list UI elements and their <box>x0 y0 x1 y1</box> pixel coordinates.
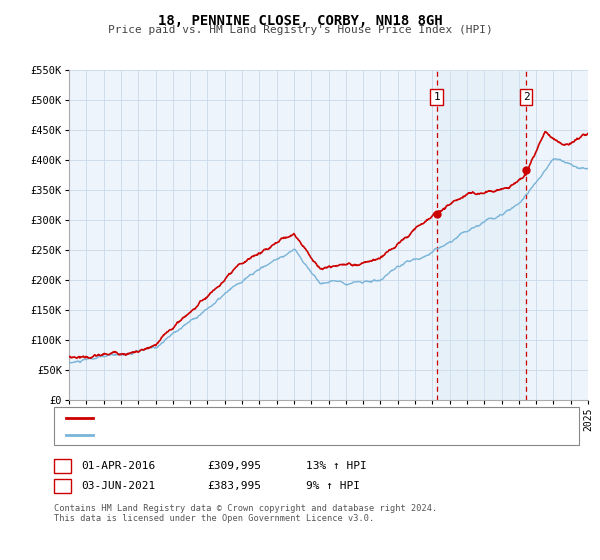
Text: 01-APR-2016: 01-APR-2016 <box>81 461 155 471</box>
Text: £383,995: £383,995 <box>207 480 261 491</box>
Text: 18, PENNINE CLOSE, CORBY, NN18 8GH (detached house): 18, PENNINE CLOSE, CORBY, NN18 8GH (deta… <box>99 413 418 423</box>
Text: 9% ↑ HPI: 9% ↑ HPI <box>306 480 360 491</box>
Text: 1: 1 <box>433 92 440 102</box>
Text: Price paid vs. HM Land Registry's House Price Index (HPI): Price paid vs. HM Land Registry's House … <box>107 25 493 35</box>
Text: 2: 2 <box>523 92 529 102</box>
Text: Contains HM Land Registry data © Crown copyright and database right 2024.
This d: Contains HM Land Registry data © Crown c… <box>54 504 437 524</box>
Text: 2: 2 <box>59 480 66 491</box>
Bar <box>437 70 526 400</box>
Text: 13% ↑ HPI: 13% ↑ HPI <box>306 461 367 471</box>
Text: 1: 1 <box>59 461 66 471</box>
Text: 03-JUN-2021: 03-JUN-2021 <box>81 480 155 491</box>
Text: 18, PENNINE CLOSE, CORBY, NN18 8GH: 18, PENNINE CLOSE, CORBY, NN18 8GH <box>158 14 442 28</box>
Text: £309,995: £309,995 <box>207 461 261 471</box>
Text: HPI: Average price, detached house, North Northamptonshire: HPI: Average price, detached house, Nort… <box>99 430 461 440</box>
